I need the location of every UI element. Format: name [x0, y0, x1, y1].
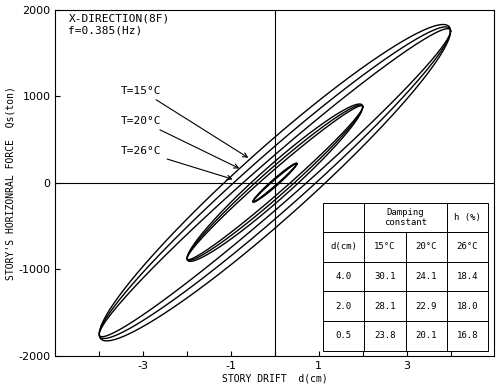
Text: 0.5: 0.5 — [336, 331, 352, 340]
Text: T=15°C: T=15°C — [121, 86, 248, 157]
Bar — [406, 291, 446, 321]
X-axis label: STORY DRIFT  d(cm): STORY DRIFT d(cm) — [222, 373, 328, 384]
Bar — [364, 321, 406, 350]
Bar — [323, 203, 364, 232]
Bar — [323, 232, 364, 262]
Bar — [446, 203, 488, 232]
Bar — [323, 291, 364, 321]
Bar — [323, 262, 364, 291]
Text: 20°C: 20°C — [416, 242, 437, 252]
Bar — [406, 321, 446, 350]
Text: T=26°C: T=26°C — [121, 146, 232, 180]
Bar — [446, 321, 488, 350]
Bar — [406, 232, 446, 262]
Bar — [446, 291, 488, 321]
Text: 28.1: 28.1 — [374, 302, 396, 311]
Text: T=20°C: T=20°C — [121, 116, 238, 168]
Text: 16.8: 16.8 — [456, 331, 478, 340]
Text: X-DIRECTION(8F)
f=0.385(Hz): X-DIRECTION(8F) f=0.385(Hz) — [68, 14, 170, 35]
Bar — [323, 321, 364, 350]
Text: 26°C: 26°C — [456, 242, 478, 252]
Text: Damping
constant: Damping constant — [384, 208, 427, 227]
Bar — [446, 232, 488, 262]
Text: 22.9: 22.9 — [416, 302, 437, 311]
Text: 4.0: 4.0 — [336, 272, 352, 281]
Y-axis label: STORY'S HORIZONRAL FORCE  Qs(ton): STORY'S HORIZONRAL FORCE Qs(ton) — [6, 86, 16, 280]
Bar — [446, 262, 488, 291]
Text: 24.1: 24.1 — [416, 272, 437, 281]
Text: 20.1: 20.1 — [416, 331, 437, 340]
Text: h (%): h (%) — [454, 213, 480, 222]
Text: 15°C: 15°C — [374, 242, 396, 252]
Text: 30.1: 30.1 — [374, 272, 396, 281]
Bar — [364, 262, 406, 291]
Text: d(cm): d(cm) — [330, 242, 357, 252]
Bar — [364, 232, 406, 262]
Bar — [406, 262, 446, 291]
Text: 18.4: 18.4 — [456, 272, 478, 281]
Text: 23.8: 23.8 — [374, 331, 396, 340]
Text: 18.0: 18.0 — [456, 302, 478, 311]
Bar — [364, 203, 446, 232]
Bar — [364, 291, 406, 321]
Text: 2.0: 2.0 — [336, 302, 352, 311]
